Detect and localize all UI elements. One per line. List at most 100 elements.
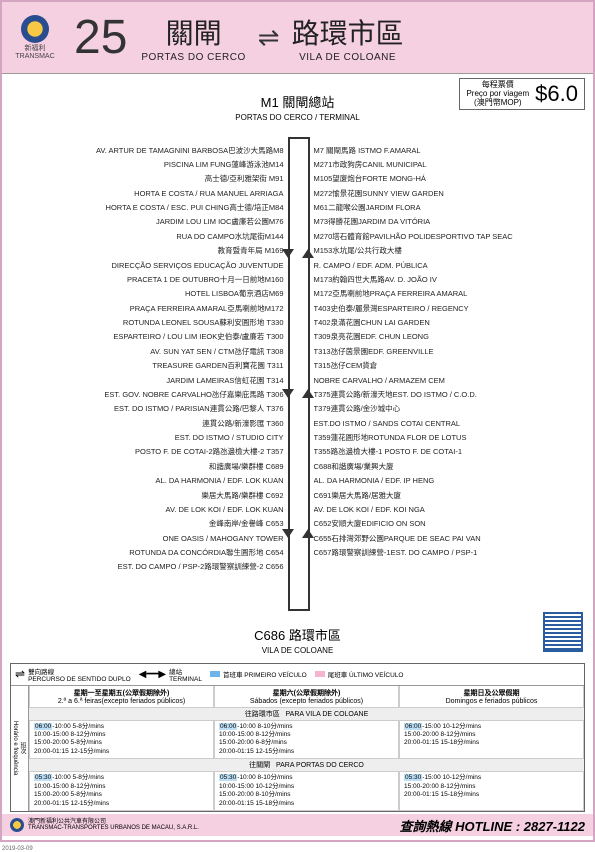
company-cn: 新福利	[10, 45, 60, 53]
stop-left: PRAÇA FERREIRA AMARAL亞馬喇前地M172	[58, 301, 284, 315]
legend-last: 尾班車 ÚLTIMO VEÍCULO	[315, 669, 404, 679]
fare-box: 每程票價 Preço por viagem (澳門幣MOP) $6.0	[459, 78, 585, 110]
dest-pt: VILA DE COLOANE	[292, 52, 404, 63]
bottom-terminal: C686 路環市區 VILA DE COLOANE	[2, 625, 593, 656]
stop-left: 教育暨青年局 M169	[58, 244, 284, 258]
stop-right: EST.DO ISTMO / SANDS COTAI CENTRAL	[314, 416, 538, 430]
stop-right: M105望廈炮台FORTE MONG-HÁ	[314, 172, 538, 186]
stop-left: AV. DE LOK KOI / EDF. LOK KUAN	[58, 502, 284, 516]
stop-right: M61二龍喉公園JARDIM FLORA	[314, 201, 538, 215]
stop-right: T379連貫公路/金沙城中心	[314, 402, 538, 416]
stop-right: M7 關閘馬路 ISTMO F.AMARAL	[314, 143, 538, 157]
company-logo: 新福利 TRANSMAC	[10, 15, 60, 60]
print-date: 2019-03-09	[2, 846, 33, 852]
hotline: 查詢熱線 HOTLINE : 2827-1122	[400, 816, 585, 835]
footer: 澳門新福利公共汽車有限公司 TRANSMAC-TRANSPORTES URBAN…	[2, 814, 593, 836]
stop-right: C688和諧廣場/業興大廈	[314, 459, 538, 473]
stop-left: ESPARTEIRO / LOU LIM IEOK史伯泰/盧廉若 T300	[58, 330, 284, 344]
qr-code-icon	[543, 612, 583, 652]
stop-right: NOBRE CARVALHO / ARMAZEM CEM	[314, 373, 538, 387]
logo-icon	[21, 15, 49, 43]
stop-left: 和諧廣場/樂群樓 C689	[58, 459, 284, 473]
down-line	[288, 137, 290, 611]
fare-label: 每程票價 Preço por viagem (澳門幣MOP)	[466, 81, 529, 107]
stop-left: EST. DO CAMPO / PSP-2路環警察訓練營-2 C656	[58, 560, 284, 574]
stop-left: EST. GOV. NOBRE CARVALHO氹仔嘉樂庇馬路 T306	[58, 387, 284, 401]
pink-swatch-icon	[315, 671, 325, 677]
stop-left: RUA DO CAMPO水坑尾街M144	[58, 229, 284, 243]
stop-right: R. CAMPO / EDF. ADM. PÚBLICA	[314, 258, 538, 272]
stop-left: POSTO F. DE COTAI-2路氹邊檢大樓-2 T357	[58, 445, 284, 459]
stop-left: JARDIM LAMEIRAS信虹花園 T314	[58, 373, 284, 387]
stop-left: 樂居大馬路/樂群樓 C692	[58, 488, 284, 502]
dest-cn: 路環市區	[292, 12, 404, 52]
stop-right: T402泉滿花園CHUN LAI GARDEN	[314, 316, 538, 330]
stops-left: AV. ARTUR DE TAMAGNINI BARBOSA巴波沙大馬路M8PI…	[58, 143, 284, 574]
dest: 路環市區 VILA DE COLOANE	[292, 12, 404, 63]
stop-left: ROTUNDA DA CONCÓRDIA聯生圓形地 C654	[58, 546, 284, 560]
stop-left: HORTA E COSTA / ESC. PUI CHING高士德/培正M84	[58, 201, 284, 215]
stop-right: M270塔石體育館PAVILHÃO POLIDESPORTIVO TAP SEA…	[314, 229, 538, 243]
fare-value: $6.0	[535, 81, 578, 107]
stop-left: PISCINA LIM FUNG蓮峰游泳池M14	[58, 157, 284, 171]
stop-left: AV. ARTUR DE TAMAGNINI BARBOSA巴波沙大馬路M8	[58, 143, 284, 157]
route-diagram: M1 關閘總站 PORTAS DO CERCO / TERMINAL AV. A…	[2, 74, 593, 644]
stop-right: C655石排灣郊野公園PARQUE DE SEAC PAI VAN	[314, 531, 538, 545]
stop-left: 金峰南岸/金譽峰 C653	[58, 517, 284, 531]
stop-right: T313氹仔茵景園EDF. GREENVILLE	[314, 344, 538, 358]
stop-right: C652安順大廈EDIFICIO ON SON	[314, 517, 538, 531]
header: 新福利 TRANSMAC 25 關閘 PORTAS DO CERCO ⇌ 路環市…	[2, 2, 593, 74]
stop-right: M271市政狗房CANIL MUNICIPAL	[314, 157, 538, 171]
legend-first: 首班車 PRIMEIRO VEÍCULO	[210, 669, 307, 679]
stop-left: JARDIM LOU LIM IOC盧廉若公園M76	[58, 215, 284, 229]
stop-left: ONE OASIS / MAHOGANY TOWER	[58, 531, 284, 545]
stop-right: M272愉景花園SUNNY VIEW GARDEN	[314, 186, 538, 200]
stop-right: AV. DE LOK KOI / EDF. KOI NGA	[314, 502, 538, 516]
stop-left: DIRECÇÃO SERVIÇOS EDUCAÇÃO JUVENTUDE	[58, 258, 284, 272]
arrow-up-icon	[302, 529, 314, 538]
stop-left: HOTEL LISBOA葡京酒店M69	[58, 287, 284, 301]
arrow-up-icon	[302, 249, 314, 258]
bidir-arrow-icon: ⇌	[258, 26, 280, 49]
schedule-grid: 班次Horário e frequência星期一至星期五(公眾假期除外)2.ª…	[11, 686, 584, 812]
arrow-up-icon	[302, 389, 314, 398]
stop-right: M153水坑尾/公共行政大樓	[314, 244, 538, 258]
stop-left: AL. DA HARMONIA / EDF. LOK KUAN	[58, 474, 284, 488]
stop-left: EST. DO ISTMO / PARISIAN連貫公路/巴黎人 T376	[58, 402, 284, 416]
stop-left: PRACETA 1 DE OUTUBRO十月一日前地M160	[58, 272, 284, 286]
stop-right: T315氹仔CEM貨倉	[314, 359, 538, 373]
stop-left: 高士德/亞利雅架街 M91	[58, 172, 284, 186]
origin-cn: 關閘	[141, 12, 245, 52]
schedule-legend: ⇌雙向路線PERCURSO DE SENTIDO DUPLO ◀━━▶總站TER…	[11, 664, 584, 686]
stop-left: EST. DO ISTMO / STUDIO CITY	[58, 431, 284, 445]
stop-right: M172亞馬喇前地PRAÇA FERREIRA AMARAL	[314, 287, 538, 301]
legend-terminal: ◀━━▶總站TERMINAL	[139, 666, 202, 683]
stop-right: T309泉亮花園EDF. CHUN LEONG	[314, 330, 538, 344]
stop-right: T375連貫公路/新濠天地EST. DO ISTMO / C.O.D.	[314, 387, 538, 401]
stop-left: ROTUNDA LEONEL SOUSA蘇利安圓形地 T330	[58, 316, 284, 330]
legend-bidir: ⇌雙向路線PERCURSO DE SENTIDO DUPLO	[15, 666, 131, 683]
route-number: 25	[74, 10, 127, 65]
company-en: TRANSMAC	[10, 53, 60, 61]
stops-right: M7 關閘馬路 ISTMO F.AMARALM271市政狗房CANIL MUNI…	[314, 143, 538, 560]
stop-right: M73得勝花園JARDIM DA VITÓRIA	[314, 215, 538, 229]
schedule-box: ⇌雙向路線PERCURSO DE SENTIDO DUPLO ◀━━▶總站TER…	[10, 663, 585, 813]
stop-right: C691樂居大馬路/居雅大廈	[314, 488, 538, 502]
stop-right: M173約翰四世大馬路AV. D. JOÃO IV	[314, 272, 538, 286]
stop-right: AL. DA HARMONIA / EDF. IP HENG	[314, 474, 538, 488]
footer-logo-icon	[10, 818, 24, 832]
footer-company: 澳門新福利公共汽車有限公司 TRANSMAC-TRANSPORTES URBAN…	[28, 819, 199, 831]
stop-left: 連貫公路/新濠影匯 T360	[58, 416, 284, 430]
stop-right: T403史伯泰/麗景灣ESPARTEIRO / REGENCY	[314, 301, 538, 315]
origin: 關閘 PORTAS DO CERCO	[141, 12, 245, 63]
stop-right: T359蓮花圓形地ROTUNDA FLOR DE LOTUS	[314, 431, 538, 445]
origin-pt: PORTAS DO CERCO	[141, 52, 245, 63]
stop-left: HORTA E COSTA / RUA MANUEL ARRIAGA	[58, 186, 284, 200]
page: 新福利 TRANSMAC 25 關閘 PORTAS DO CERCO ⇌ 路環市…	[0, 0, 595, 842]
stop-right: T355路氹邊檢大樓-1 POSTO F. DE COTAI-1	[314, 445, 538, 459]
stop-left: TREASURE GARDEN百利寶花園 T311	[58, 359, 284, 373]
up-line	[308, 137, 310, 611]
stop-right: C657路環警察訓練營-1EST. DO CAMPO / PSP-1	[314, 546, 538, 560]
line-diagram: AV. ARTUR DE TAMAGNINI BARBOSA巴波沙大馬路M8PI…	[58, 129, 538, 619]
blue-swatch-icon	[210, 671, 220, 677]
